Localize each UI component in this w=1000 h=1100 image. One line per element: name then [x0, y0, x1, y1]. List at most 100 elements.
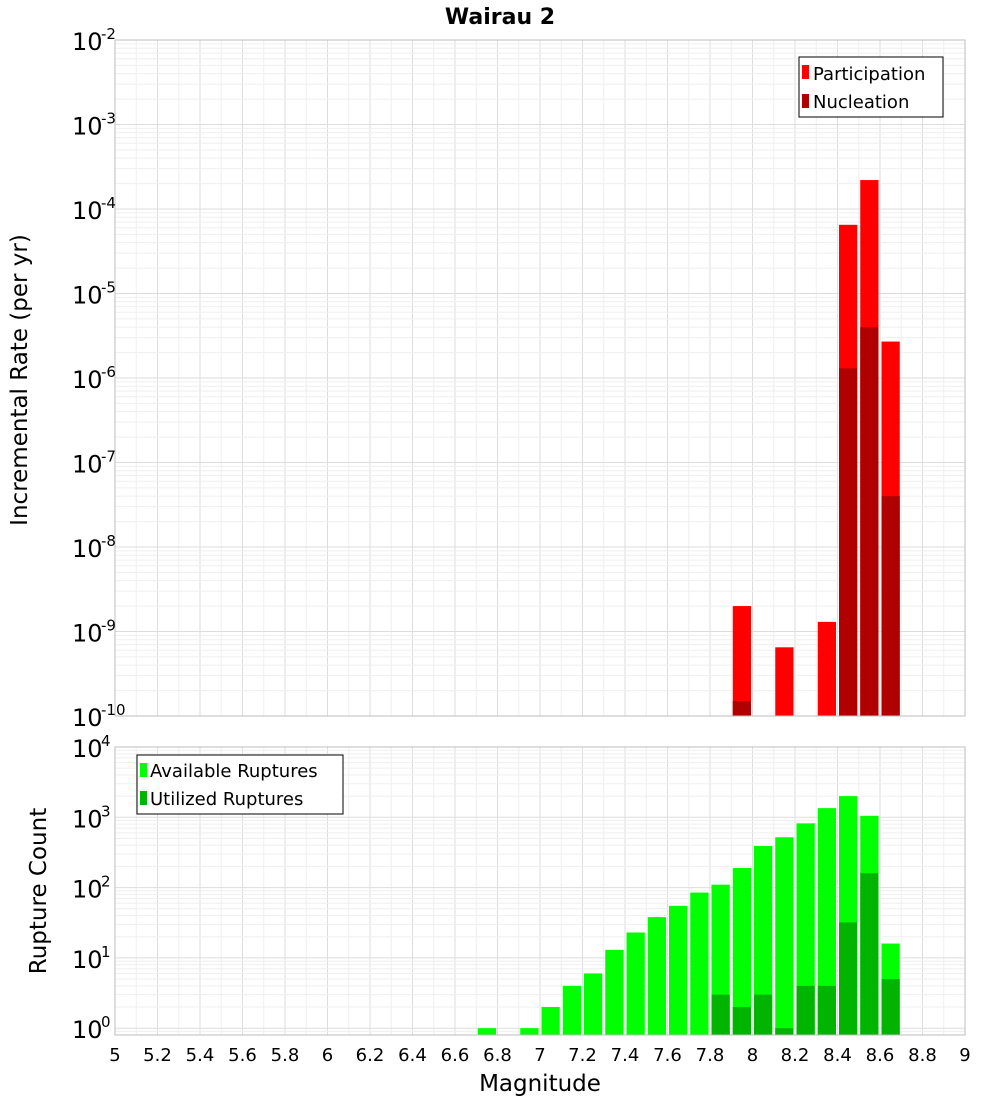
- bar-nucleation: [860, 327, 879, 716]
- legend-swatch-nucleation: [802, 94, 809, 108]
- bar-nucleation: [881, 496, 900, 716]
- x-tick-label: 6.6: [441, 1045, 470, 1066]
- rate-y-tick-label: 10: [72, 28, 103, 56]
- count-y-tick-exponent: 0: [101, 1013, 111, 1031]
- x-tick-label: 8.8: [908, 1045, 937, 1066]
- bar-available-ruptures: [520, 1028, 539, 1035]
- rate-y-tick-exponent: -7: [101, 448, 116, 466]
- count-y-tick-exponent: 1: [101, 943, 111, 961]
- bar-utilized-ruptures: [839, 922, 858, 1035]
- bar-available-ruptures: [732, 867, 751, 1035]
- count-y-tick-exponent: 3: [101, 802, 111, 820]
- rate-y-tick-exponent: -10: [101, 701, 126, 719]
- rate-y-tick-label: 10: [72, 535, 103, 563]
- bar-utilized-ruptures: [881, 979, 900, 1035]
- bar-nucleation: [732, 701, 751, 716]
- rate-panel: 10-210-310-410-510-610-710-810-910-10 In…: [7, 25, 966, 732]
- rate-y-tick-exponent: -6: [101, 363, 116, 381]
- rate-y-tick-exponent: -4: [101, 194, 116, 212]
- x-tick-label: 5: [109, 1045, 120, 1066]
- count-y-tick-label: 10: [72, 1016, 103, 1044]
- rate-panel-legend-box: [798, 56, 944, 118]
- x-tick-label: 8.4: [823, 1045, 852, 1066]
- legend-label-participation: Participation: [813, 64, 925, 85]
- rate-y-tick-exponent: -9: [101, 617, 116, 635]
- count-y-tick-label: 10: [72, 805, 103, 833]
- rate-panel-grid: [114, 39, 966, 717]
- rate-y-tick-label: 10: [72, 704, 103, 732]
- x-tick-label: 5.4: [186, 1045, 215, 1066]
- x-tick-label: 5.8: [271, 1045, 300, 1066]
- bar-available-ruptures: [754, 846, 773, 1035]
- x-tick-label: 6.8: [483, 1045, 512, 1066]
- legend-label-utilized-ruptures: Utilized Ruptures: [150, 789, 303, 810]
- bar-participation: [732, 606, 751, 716]
- legend-swatch-utilized-ruptures: [140, 791, 147, 805]
- bar-participation: [817, 621, 836, 716]
- bar-available-ruptures: [796, 823, 815, 1035]
- bar-available-ruptures: [775, 837, 794, 1035]
- bar-available-ruptures: [647, 917, 666, 1035]
- x-tick-label: 6: [322, 1045, 333, 1066]
- chart-title: Wairau 2: [445, 5, 555, 30]
- rate-y-tick-exponent: -8: [101, 532, 116, 550]
- rate-y-tick-label: 10: [72, 197, 103, 225]
- rate-panel-legend: Participation Nucleation: [798, 56, 944, 118]
- rate-y-tick-label: 10: [72, 620, 103, 648]
- count-y-tick-exponent: 4: [101, 732, 111, 750]
- legend-label-available-ruptures: Available Ruptures: [150, 761, 318, 782]
- rate-y-tick-exponent: -3: [101, 110, 116, 128]
- count-y-tick-label: 10: [72, 946, 103, 974]
- x-tick-label: 6.2: [356, 1045, 385, 1066]
- count-panel-y-axis-title: Rupture Count: [26, 808, 52, 974]
- bar-available-ruptures: [669, 905, 688, 1035]
- count-panel-frame: [114, 746, 966, 1036]
- legend-swatch-available-ruptures: [140, 763, 147, 777]
- bar-nucleation: [839, 368, 858, 716]
- bar-available-ruptures: [690, 892, 709, 1035]
- x-tick-label: 7.6: [653, 1045, 682, 1066]
- count-y-tick-exponent: 2: [101, 873, 111, 891]
- bar-available-ruptures: [584, 973, 603, 1035]
- bar-utilized-ruptures: [860, 873, 879, 1035]
- rate-y-tick-label: 10: [72, 366, 103, 394]
- bar-available-ruptures: [477, 1028, 496, 1035]
- count-y-tick-label: 10: [72, 735, 103, 763]
- x-tick-label: 5.2: [143, 1045, 172, 1066]
- rate-panel-y-axis-title: Incremental Rate (per yr): [7, 234, 33, 526]
- x-tick-label: 8.6: [866, 1045, 895, 1066]
- rate-y-tick-label: 10: [72, 282, 103, 310]
- bar-available-ruptures: [562, 985, 581, 1035]
- x-tick-label: 7.2: [568, 1045, 597, 1066]
- bar-utilized-ruptures: [796, 985, 815, 1035]
- count-panel-grid: [114, 746, 966, 1036]
- rate-panel-y-ticks: 10-210-310-410-510-610-710-810-910-10: [72, 25, 126, 732]
- rate-y-tick-exponent: -2: [101, 25, 116, 43]
- x-tick-label: 7.4: [611, 1045, 640, 1066]
- x-tick-label: 6.4: [398, 1045, 427, 1066]
- x-tick-label: 8: [747, 1045, 758, 1066]
- legend-label-nucleation: Nucleation: [813, 92, 909, 113]
- x-tick-label: 5.6: [228, 1045, 257, 1066]
- legend-swatch-participation: [802, 65, 809, 79]
- x-axis-title: Magnitude: [479, 1071, 601, 1097]
- bar-utilized-ruptures: [711, 994, 730, 1035]
- bar-utilized-ruptures: [732, 1007, 751, 1035]
- x-tick-label: 7: [534, 1045, 545, 1066]
- rate-panel-bars: [732, 180, 900, 716]
- rate-y-tick-exponent: -5: [101, 279, 116, 297]
- x-tick-label: 9: [959, 1045, 970, 1066]
- bar-available-ruptures: [626, 932, 645, 1035]
- count-panel-legend-box: [136, 754, 344, 815]
- count-y-tick-label: 10: [72, 876, 103, 904]
- bar-utilized-ruptures: [775, 1028, 794, 1035]
- count-panel-legend: Available Ruptures Utilized Ruptures: [136, 754, 344, 815]
- bar-available-ruptures: [541, 1007, 560, 1035]
- x-tick-label: 7.8: [696, 1045, 725, 1066]
- bar-available-ruptures: [605, 949, 624, 1035]
- rate-y-tick-label: 10: [72, 113, 103, 141]
- bar-utilized-ruptures: [817, 985, 836, 1035]
- count-panel-bars: [477, 796, 900, 1035]
